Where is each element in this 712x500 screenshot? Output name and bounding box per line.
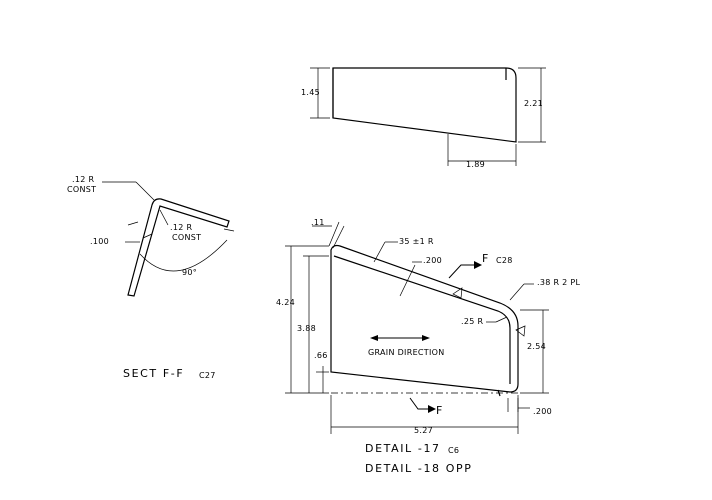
section-thickness: .100	[90, 237, 109, 246]
detail-flange-line	[333, 255, 511, 384]
dim-corner-radius: .38 R 2 PL	[537, 278, 581, 287]
grain-direction-label: GRAIN DIRECTION	[368, 348, 445, 357]
dim-detail-top-left: .11	[311, 218, 325, 227]
section-cut-mark-right	[515, 325, 526, 337]
detail-outline	[330, 244, 519, 393]
dim-inner-radius: .25 R	[461, 317, 483, 326]
section-title: SECT F-F	[123, 367, 184, 380]
section-angle: 90°	[182, 268, 197, 277]
section-radius-inner-const: CONST	[172, 233, 201, 242]
dim-bottom-flange: .200	[533, 407, 552, 416]
section-cut-mark-top	[452, 287, 463, 299]
detail-title-2: DETAIL -18 OPP	[365, 462, 472, 475]
dim-height-low: .66	[314, 351, 328, 360]
section-arrow-bottom	[409, 397, 428, 410]
section-label-top-sub: C28	[496, 256, 513, 265]
dim-height-right: 2.54	[527, 342, 546, 351]
section-radius-inner: .12 R	[170, 223, 192, 232]
detail-title-1: DETAIL -17	[365, 442, 441, 455]
section-label-top: F	[482, 252, 490, 265]
top-view: 1.45 2.21 1.89	[301, 67, 546, 169]
section-angle-arc	[139, 239, 228, 272]
section-label-bottom: F	[436, 404, 444, 417]
section-profile	[127, 198, 230, 297]
dim-height-inner: 3.88	[297, 324, 316, 333]
detail-view: .11 35 ±1 R .200 F C28 .38 R 2 PL .25 R …	[276, 218, 581, 475]
section-view: .12 R CONST .12 R CONST .100 90° SECT F-…	[67, 175, 235, 380]
dim-width: 5.27	[414, 426, 433, 435]
top-view-outline	[332, 67, 517, 143]
dim-height-total: 4.24	[276, 298, 295, 307]
section-title-sub: C27	[199, 371, 216, 380]
dim-radius-top: 35 ±1 R	[399, 237, 434, 246]
section-radius-outer-const: CONST	[67, 185, 96, 194]
dim-top-right: 2.21	[524, 99, 543, 108]
section-radius-outer: .12 R	[72, 175, 94, 184]
dim-flange-width: .200	[423, 256, 442, 265]
dim-top-bottom: 1.89	[466, 160, 485, 169]
section-arrow-top	[448, 264, 474, 279]
detail-title-1-sub: C6	[448, 446, 459, 455]
dim-top-left: 1.45	[301, 88, 320, 97]
